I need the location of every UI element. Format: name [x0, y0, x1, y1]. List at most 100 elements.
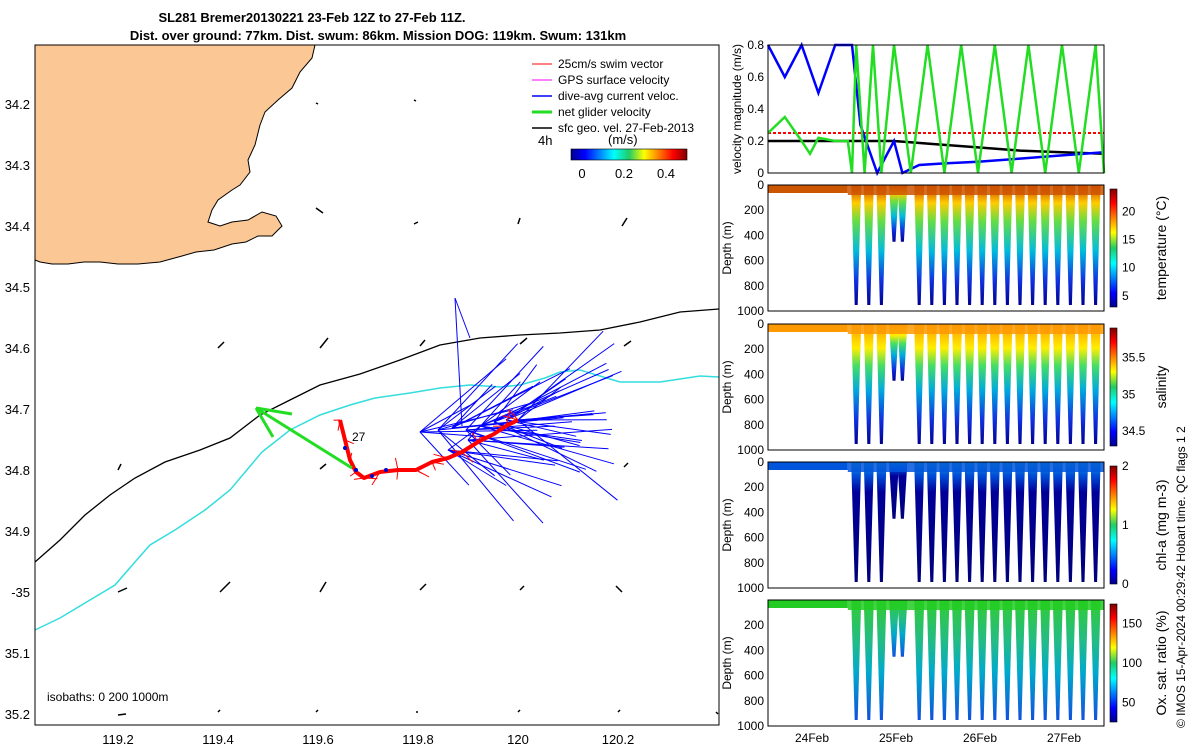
- swim-vector: [396, 469, 399, 480]
- time-x-tick: 24Feb: [795, 731, 829, 745]
- dive-profile: [1078, 324, 1088, 444]
- depth-y-label: Depth (m): [720, 360, 734, 413]
- map-y-tick: 34.8: [5, 463, 30, 478]
- geo-arrow: [117, 463, 122, 471]
- legend-label-geo: sfc geo. vel. 27-Feb-2013: [558, 121, 694, 135]
- geo-arrow: [615, 585, 623, 593]
- depth-y-tick: 1000: [737, 304, 764, 318]
- dive-profile: [889, 462, 899, 519]
- dive-profile: [939, 462, 950, 582]
- surface-band: [768, 600, 848, 608]
- geo-arrow: [315, 709, 319, 713]
- speed-colorbar-tick: 0.2: [615, 166, 633, 181]
- dive-profile: [964, 600, 975, 720]
- swim-vector: [415, 469, 423, 474]
- legend-speed-unit: (m/s): [608, 132, 638, 147]
- geo-arrow: [217, 341, 225, 349]
- depth-panel-temperature: 0 200 400 600 800 1000 Depth (m) 5 10 15 20 tempera…: [720, 178, 1169, 318]
- dive-profile: [914, 600, 925, 720]
- dive-profile: [851, 185, 862, 305]
- dive-profile: [926, 462, 937, 582]
- dive-profile: [1015, 462, 1025, 582]
- depth-y-tick: 600: [744, 669, 764, 683]
- dive-profile: [1040, 600, 1051, 720]
- dive-profile: [989, 324, 1000, 444]
- dive-profile: [1040, 324, 1051, 444]
- swim-vector: [337, 419, 341, 431]
- colorbar-tick: 50: [1122, 695, 1136, 709]
- current-vector: [479, 369, 609, 427]
- net-velocity-head-a: [255, 406, 293, 416]
- velocity-y-tick: 0: [757, 166, 764, 180]
- swim-vector: [363, 477, 378, 480]
- current-vector: [454, 297, 471, 339]
- dive-profile: [1052, 324, 1063, 444]
- speed-colorbar-tick: 0.4: [657, 166, 675, 181]
- colorbar-label: salinity: [1153, 366, 1169, 409]
- dive-profile: [939, 185, 950, 305]
- current-vector: [493, 362, 607, 423]
- geo-arrow: [623, 462, 629, 468]
- geo-arrow: [315, 102, 319, 105]
- map-y-tick: 34.4: [5, 219, 30, 234]
- dive-profile: [1002, 324, 1013, 444]
- net-glider-velocity-arrow: [254, 406, 353, 470]
- depth-frame: [767, 323, 1105, 451]
- depth-colorbar: [1109, 327, 1118, 447]
- depth-frame: [767, 184, 1105, 312]
- land-area: [34, 44, 316, 265]
- dive-profile: [889, 600, 899, 657]
- dive-profile: [1078, 600, 1088, 720]
- velocity-y-label: velocity magnitude (m/s): [730, 44, 744, 174]
- dive-profile: [1090, 324, 1101, 444]
- colorbar-tick: 35: [1122, 387, 1136, 401]
- current-vector: [451, 373, 521, 429]
- dive-profile: [1065, 462, 1076, 582]
- current-vector: [447, 449, 558, 462]
- swim-vector: [349, 471, 357, 477]
- depth-panel-oxygen: 200 400 600 800 1000 Depth (m) 50 100 150 Ox. sat…: [720, 599, 1169, 733]
- swim-vector: [508, 408, 519, 421]
- net-velocity-head-b: [254, 407, 275, 438]
- geo-arrow: [519, 585, 525, 591]
- map-x-tick: 119.8: [402, 732, 434, 747]
- current-vector: [447, 449, 552, 498]
- velocity-y-tick: 0.6: [747, 70, 764, 84]
- dive-profile: [914, 324, 925, 444]
- dive-profile: [1065, 324, 1076, 444]
- dive-profile: [876, 600, 887, 720]
- track-dot: [370, 474, 374, 478]
- dive-profile: [977, 185, 988, 305]
- velocity-series-line: [766, 41, 1105, 177]
- dive-profile: [1040, 462, 1051, 582]
- swim-vector: [478, 433, 495, 439]
- dive-profile: [926, 185, 937, 305]
- swim-vector: [438, 457, 449, 463]
- title-line2: Dist. over ground: 77km. Dist. swum: 86k…: [130, 28, 626, 43]
- map-y-tick: 34.7: [5, 402, 30, 417]
- swim-vector: [471, 432, 479, 443]
- depth-panel-chl-a: 0 200 400 600 800 1000 Depth (m) 0 1 2 chl-a (mg m…: [720, 455, 1169, 595]
- swim-vector: [353, 477, 365, 480]
- legend-label-gps: GPS surface velocity: [558, 73, 669, 87]
- geo-arrow: [715, 711, 719, 715]
- depth-y-tick: 200: [744, 618, 764, 632]
- dive-profile: [914, 185, 925, 305]
- track-dot: [354, 468, 358, 472]
- dive-profile: [952, 462, 962, 582]
- dive-profile: [977, 462, 988, 582]
- dive-profile: [1052, 600, 1063, 720]
- surface-band: [768, 462, 848, 470]
- map-y-ticks: 34.2 34.4 34.3 34.5 34.6 34.7 34.8 34.9 …: [5, 97, 30, 722]
- velocity-series-line: [767, 44, 1106, 174]
- dive-profile: [1078, 185, 1088, 305]
- current-vector: [467, 439, 609, 450]
- swim-vector: [367, 471, 381, 477]
- map-x-ticks: 119.2 119.4 119.6 119.8 120 120.2: [102, 732, 634, 747]
- depth-y-tick: 200: [744, 480, 764, 494]
- dive-profile: [1002, 185, 1013, 305]
- geo-arrow: [319, 337, 329, 349]
- current-vector: [454, 297, 463, 427]
- geo-arrow: [623, 340, 632, 347]
